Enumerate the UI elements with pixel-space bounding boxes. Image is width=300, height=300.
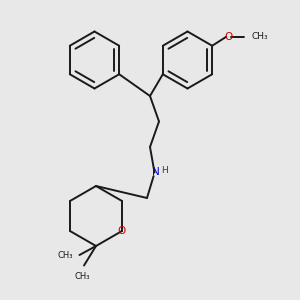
Text: O: O <box>225 32 233 42</box>
Text: H: H <box>161 167 168 176</box>
Text: N: N <box>152 167 160 178</box>
Text: O: O <box>118 226 126 236</box>
Text: CH₃: CH₃ <box>58 250 74 260</box>
Text: CH₃: CH₃ <box>75 272 90 281</box>
Text: CH₃: CH₃ <box>251 32 268 41</box>
